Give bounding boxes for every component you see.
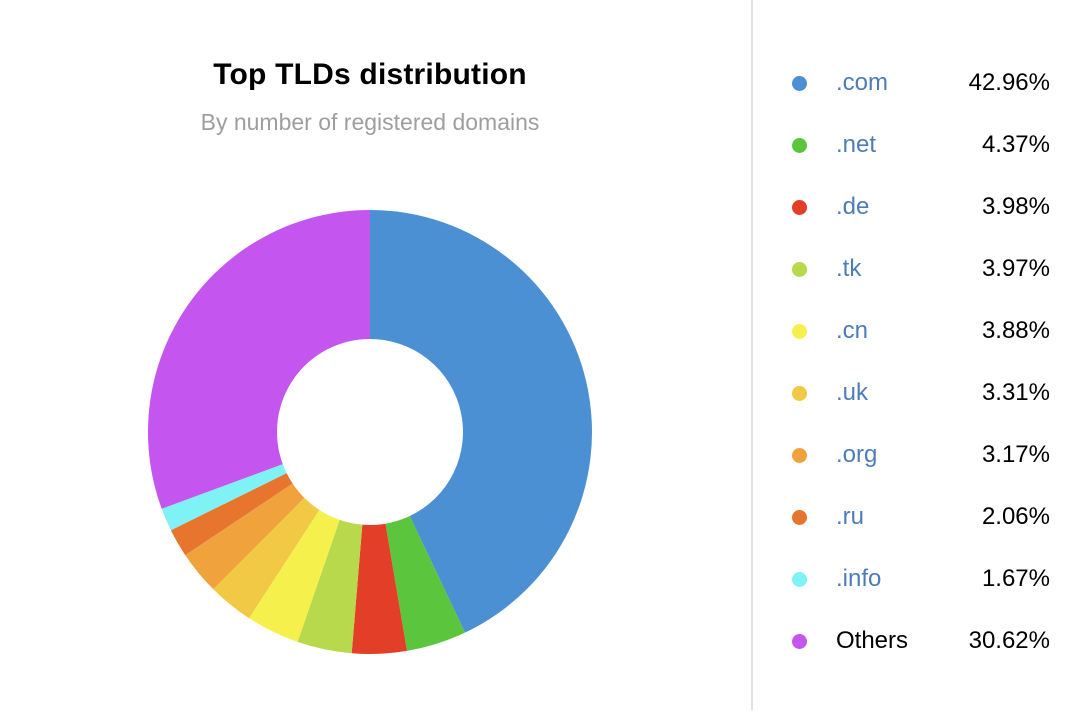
legend-percent-com: 42.96% xyxy=(968,69,1050,96)
legend-item-org: .org 3.17% xyxy=(752,424,1074,486)
legend-percent-others: 30.62% xyxy=(968,627,1050,654)
legend-percent-cn: 3.88% xyxy=(981,317,1050,344)
chart-title: Top TLDs distribution xyxy=(213,58,527,91)
legend-percent-org: 3.17% xyxy=(981,441,1050,468)
legend-item-ru: .ru 2.06% xyxy=(752,486,1074,548)
donut-chart xyxy=(147,210,592,654)
panel-divider xyxy=(751,0,753,710)
legend-label-ru[interactable]: .ru xyxy=(836,503,865,530)
legend-dot-org xyxy=(792,447,807,463)
chart-header: Top TLDs distribution By number of regis… xyxy=(0,58,740,136)
legend-label-org[interactable]: .org xyxy=(836,441,878,468)
legend-label-others: Others xyxy=(836,627,909,654)
legend-label-cn[interactable]: .cn xyxy=(836,317,869,344)
legend-dot-com xyxy=(792,75,807,91)
legend-dot-ru xyxy=(792,509,807,525)
legend-dot-net xyxy=(792,137,807,153)
legend-label-tk[interactable]: .tk xyxy=(836,255,862,282)
legend-item-tk: .tk 3.97% xyxy=(752,238,1074,300)
donut-slice-info[interactable] xyxy=(161,464,287,531)
donut-slice-uk[interactable] xyxy=(213,497,320,619)
legend-dot-cn xyxy=(792,323,807,339)
donut-slice-tk[interactable] xyxy=(297,519,363,654)
legend-label-info[interactable]: .info xyxy=(836,565,882,592)
donut-slice-net[interactable] xyxy=(385,516,465,651)
legend-percent-net: 4.37% xyxy=(981,131,1050,158)
legend-item-net: .net 4.37% xyxy=(752,114,1074,176)
legend: .com 42.96% .net 4.37% .de 3.98% .tk 3.97% .cn 3.… xyxy=(752,52,1074,672)
legend-label-net[interactable]: .net xyxy=(836,131,877,158)
legend-percent-info: 1.67% xyxy=(981,565,1050,592)
chart-panel: Top TLDs distribution By number of regis… xyxy=(0,58,740,654)
donut-slice-others[interactable] xyxy=(147,210,370,509)
legend-percent-tk: 3.97% xyxy=(981,255,1050,282)
legend-item-de: .de 3.98% xyxy=(752,176,1074,238)
legend-label-com[interactable]: .com xyxy=(836,69,889,96)
donut-slice-de[interactable] xyxy=(351,523,407,654)
legend-percent-de: 3.98% xyxy=(981,193,1050,220)
legend-percent-uk: 3.31% xyxy=(981,379,1050,406)
legend-label-uk[interactable]: .uk xyxy=(836,379,869,406)
legend-dot-tk xyxy=(792,261,807,277)
legend-dot-info xyxy=(792,571,807,587)
donut-slice-cn[interactable] xyxy=(249,510,340,642)
legend-item-cn: .cn 3.88% xyxy=(752,300,1074,362)
legend-dot-de xyxy=(792,199,807,215)
legend-dot-others xyxy=(792,633,807,649)
donut-slice-ru[interactable] xyxy=(170,473,293,556)
legend-dot-uk xyxy=(792,385,807,401)
legend-percent-ru: 2.06% xyxy=(981,503,1050,530)
donut-slice-com[interactable] xyxy=(370,210,592,633)
legend-item-uk: .uk 3.31% xyxy=(752,362,1074,424)
legend-label-de[interactable]: .de xyxy=(836,193,870,220)
legend-item-others: Others 30.62% xyxy=(752,610,1074,672)
chart-subtitle: By number of registered domains xyxy=(200,109,540,135)
legend-item-com: .com 42.96% xyxy=(752,52,1074,114)
donut-slice-org[interactable] xyxy=(185,483,305,590)
legend-item-info: .info 1.67% xyxy=(752,548,1074,610)
